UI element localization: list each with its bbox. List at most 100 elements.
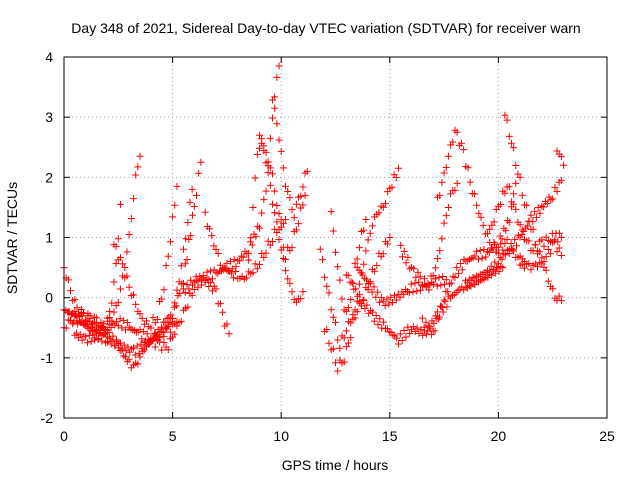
data-point — [471, 190, 479, 198]
data-point — [529, 225, 537, 233]
data-point — [96, 326, 104, 334]
data-point — [192, 273, 200, 281]
data-point — [214, 250, 222, 258]
data-point — [555, 292, 563, 300]
data-point — [512, 179, 520, 187]
data-point — [557, 297, 565, 305]
data-point — [269, 200, 277, 208]
data-point — [125, 230, 133, 238]
data-point — [121, 264, 129, 272]
data-point — [262, 187, 270, 195]
data-point — [347, 334, 355, 342]
data-point — [557, 234, 565, 241]
data-point — [507, 239, 515, 247]
data-point — [273, 201, 281, 209]
data-point — [381, 302, 389, 310]
data-point — [125, 323, 133, 331]
x-tick-label: 25 — [599, 428, 615, 444]
data-point — [122, 353, 130, 361]
data-point — [465, 282, 473, 290]
data-point — [413, 324, 421, 332]
data-point — [479, 221, 487, 229]
data-point — [286, 279, 294, 287]
data-point — [469, 273, 477, 281]
data-point — [512, 205, 520, 213]
data-point — [376, 298, 384, 306]
data-point — [491, 258, 499, 266]
data-point — [560, 161, 568, 169]
data-point — [400, 290, 408, 298]
data-point — [449, 272, 457, 280]
data-point — [365, 309, 373, 317]
data-point — [184, 219, 192, 227]
data-point — [189, 211, 197, 219]
data-point — [288, 244, 296, 252]
data-point — [229, 274, 237, 282]
data-point — [271, 209, 279, 217]
data-point — [171, 330, 179, 338]
data-point — [363, 301, 371, 309]
data-point — [362, 215, 370, 223]
data-point — [435, 274, 443, 282]
data-point — [120, 352, 128, 360]
data-point — [273, 120, 281, 128]
data-point — [103, 326, 111, 334]
data-point — [456, 259, 464, 267]
data-point — [74, 320, 82, 328]
data-point — [130, 195, 138, 203]
data-point — [123, 319, 131, 327]
data-point — [370, 317, 378, 325]
data-point — [249, 269, 257, 277]
data-point — [102, 339, 110, 347]
data-point — [410, 265, 418, 273]
data-point — [415, 278, 423, 286]
data-point — [85, 318, 93, 326]
data-point — [499, 246, 507, 254]
data-point — [542, 266, 550, 274]
data-point — [353, 255, 361, 263]
data-point — [262, 148, 270, 156]
data-point — [547, 196, 555, 204]
data-point — [469, 280, 477, 288]
data-point — [394, 340, 402, 348]
data-point — [188, 185, 196, 193]
data-point — [398, 336, 406, 344]
data-point — [203, 268, 211, 276]
data-point — [271, 187, 279, 195]
data-point — [377, 293, 385, 301]
y-axis-label: SDTVAR / TECUs — [4, 182, 20, 294]
data-point — [107, 324, 115, 332]
data-point — [501, 239, 509, 247]
data-point — [123, 272, 131, 280]
data-point — [351, 314, 359, 322]
data-point — [232, 267, 240, 275]
data-point — [264, 169, 272, 177]
data-point — [136, 353, 144, 361]
data-point — [273, 73, 281, 81]
data-point — [264, 158, 272, 166]
data-point — [199, 272, 207, 280]
data-point — [340, 334, 348, 342]
x-tick-label: 0 — [60, 428, 68, 444]
data-point — [494, 260, 502, 268]
data-point — [135, 349, 143, 357]
series-sat-b — [60, 200, 124, 337]
data-point — [421, 275, 429, 283]
data-point — [527, 211, 535, 219]
y-tick-label: 2 — [45, 169, 53, 185]
data-point — [386, 234, 394, 241]
data-point — [396, 293, 404, 301]
data-point — [64, 276, 72, 284]
data-point — [418, 281, 426, 289]
data-point — [303, 167, 311, 175]
y-tick-label: 3 — [45, 109, 53, 125]
data-point — [277, 147, 285, 155]
data-point — [415, 329, 423, 337]
data-point — [299, 201, 307, 209]
data-point — [91, 336, 99, 344]
data-point — [340, 358, 348, 366]
data-point — [64, 308, 72, 316]
data-point — [122, 347, 130, 355]
series-sat-r — [397, 179, 461, 294]
